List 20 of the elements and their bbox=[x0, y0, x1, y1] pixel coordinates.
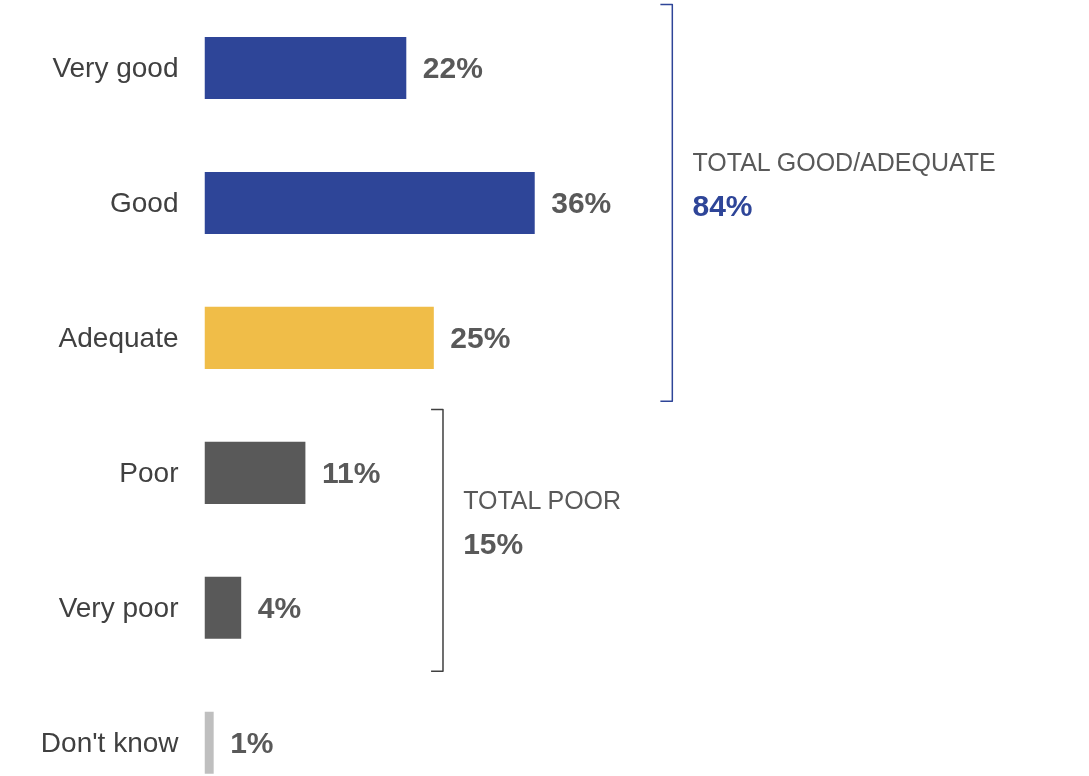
bar bbox=[204, 711, 214, 774]
y-tick-label: Don't know bbox=[40, 727, 180, 759]
bar bbox=[204, 306, 434, 369]
data-label: 25% bbox=[450, 321, 511, 355]
bar bbox=[204, 36, 407, 100]
data-label: 36% bbox=[551, 186, 612, 220]
bar bbox=[204, 171, 535, 234]
annotation: TOTAL POOR 15% bbox=[463, 485, 622, 560]
y-tick-label: Good bbox=[110, 187, 179, 219]
data-label: 22% bbox=[422, 51, 483, 85]
bar bbox=[204, 441, 306, 504]
data-label: 11% bbox=[321, 456, 381, 490]
y-tick-label: Poor bbox=[119, 457, 179, 489]
text: TOTAL GOOD/ADEQUATE 84% bbox=[692, 148, 996, 223]
y-tick-label: Very good bbox=[52, 52, 179, 84]
data-label: 1% bbox=[230, 726, 274, 760]
y-tick-label: Adequate bbox=[58, 322, 179, 354]
data-label: 4% bbox=[257, 591, 302, 625]
bar bbox=[204, 576, 242, 639]
y-tick-label: Very poor bbox=[58, 592, 179, 624]
